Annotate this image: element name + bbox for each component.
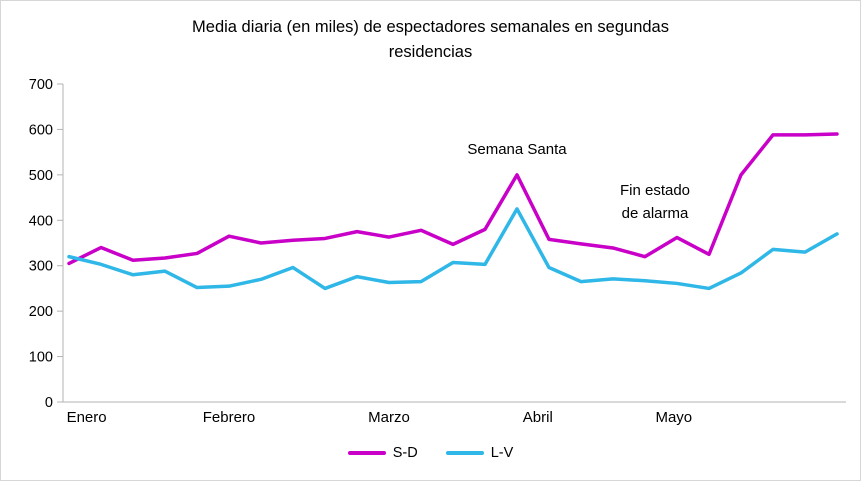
legend-item-lv: L-V — [445, 445, 514, 461]
legend-item-sd: S-D — [347, 445, 418, 461]
series-line-S-D — [67, 132, 839, 266]
x-tick-label: Mayo — [655, 409, 692, 426]
x-tick-label: Marzo — [368, 409, 410, 426]
y-tick-label: 100 — [29, 350, 53, 366]
y-tick-label: 600 — [29, 122, 53, 138]
annotation-fin-estado-de-alarma: Fin estado de alarma — [608, 180, 702, 225]
y-tick-label: 0 — [45, 395, 53, 411]
y-tick-label: 400 — [29, 213, 53, 229]
legend-label-sd: S-D — [392, 445, 418, 461]
y-tick-label: 700 — [29, 77, 53, 93]
y-tick-label: 300 — [29, 259, 53, 275]
y-tick-label: 200 — [29, 304, 53, 320]
lv-line-swatch — [445, 451, 484, 455]
sd-line-swatch — [347, 451, 386, 455]
chart-title-text: Media diaria (en miles) de espectadores … — [192, 18, 669, 61]
x-tick-label: Abril — [523, 409, 553, 426]
annotation-semana-santa: Semana Santa — [467, 141, 567, 158]
series-line-L-V — [67, 207, 839, 291]
annotation-line-2: de alarma — [621, 204, 689, 222]
chart-title: Media diaria (en miles) de espectadores … — [1, 15, 860, 65]
x-tick-label: Febrero — [203, 409, 256, 426]
annotation-line-1: Fin estado — [619, 182, 691, 199]
legend: S-D L-V — [1, 445, 860, 461]
y-tick-label: 500 — [29, 168, 53, 184]
x-tick-label: Enero — [67, 409, 107, 426]
legend-label-lv: L-V — [490, 445, 514, 461]
